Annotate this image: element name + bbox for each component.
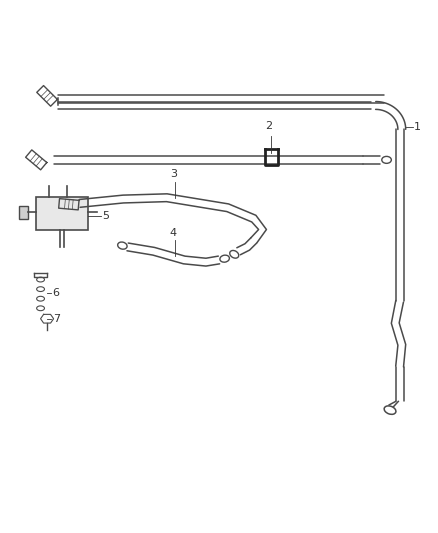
Text: 1: 1 bbox=[414, 122, 421, 132]
Text: 4: 4 bbox=[170, 228, 177, 238]
FancyBboxPatch shape bbox=[36, 197, 88, 230]
Text: 6: 6 bbox=[53, 288, 60, 297]
Text: 7: 7 bbox=[53, 314, 60, 324]
Bar bbox=[19, 206, 28, 219]
Text: 5: 5 bbox=[102, 211, 110, 221]
Text: 3: 3 bbox=[170, 169, 177, 180]
Text: 2: 2 bbox=[265, 120, 272, 131]
